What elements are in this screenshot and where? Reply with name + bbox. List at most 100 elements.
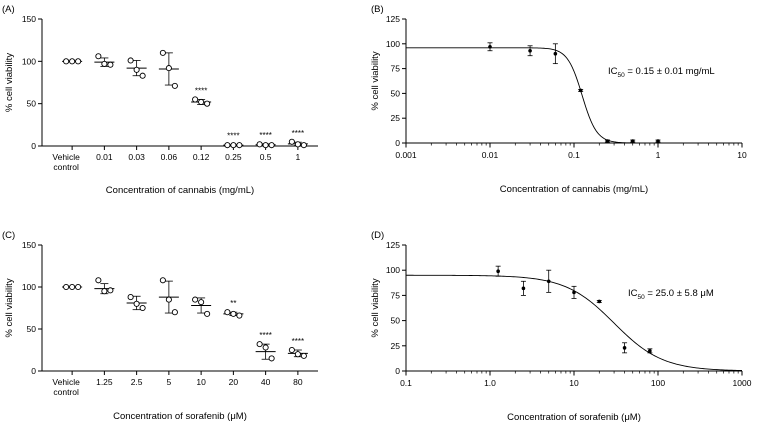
y-tick-label: 50 <box>391 88 401 98</box>
y-tick-label: 125 <box>386 240 400 250</box>
data-point <box>488 44 492 49</box>
data-point <box>294 141 301 148</box>
data-point <box>159 49 166 56</box>
y-tick-label: 50 <box>27 99 37 109</box>
x-tick-label: 1 <box>296 152 301 162</box>
y-tick-label: 25 <box>391 113 401 123</box>
panel-c: (C) 0 50 100 150 % cell viability Vehiclecontr… <box>2 230 318 422</box>
significance-label: **** <box>259 131 271 140</box>
data-point <box>230 142 237 149</box>
data-point <box>101 60 108 67</box>
x-tick-label: 2.5 <box>131 377 143 387</box>
data-point <box>648 349 652 353</box>
data-point <box>204 310 211 317</box>
data-point <box>236 142 243 149</box>
x-tick-label: 10 <box>196 377 206 387</box>
x-axis-title: Concentration of sorafenib (μM) <box>507 412 641 423</box>
data-point <box>159 277 166 284</box>
x-tick-label: 0.5 <box>260 152 272 162</box>
data-point <box>605 139 610 143</box>
data-point <box>521 286 526 291</box>
y-tick-label: 100 <box>22 56 36 66</box>
data-point <box>578 88 583 93</box>
data-point <box>101 288 108 295</box>
data-point <box>95 53 102 60</box>
data-point <box>139 72 146 79</box>
data-point <box>256 341 263 348</box>
data-point <box>95 277 102 284</box>
data-point <box>69 283 76 291</box>
data-point <box>127 294 134 301</box>
y-tick-label: 50 <box>27 324 37 334</box>
panel-label: (C) <box>2 230 15 241</box>
y-tick-label: 75 <box>391 64 401 74</box>
panel-b: (B) 0 25 50 75 100 125 0.001 0.01 0.1 1 10 % cell vi… <box>370 4 747 195</box>
data-point <box>171 82 178 89</box>
significance-label: **** <box>227 132 239 141</box>
x-tick-label: 1.0 <box>484 378 496 388</box>
y-axis-title: % cell viability <box>370 51 381 110</box>
x-axis-title: Concentration of cannabis (mg/mL) <box>500 184 648 195</box>
y-tick-label: 0 <box>395 138 400 148</box>
ic50-annotation: IC50 = 25.0 ± 5.8 μM <box>628 288 714 301</box>
x-tick-label: 0.06 <box>161 152 178 162</box>
data-point <box>75 58 82 65</box>
data-point <box>288 138 295 145</box>
data-point <box>139 304 146 312</box>
ic50-annotation: IC50 = 0.15 ± 0.01 mg/mL <box>608 66 715 79</box>
data-point <box>107 61 114 68</box>
data-point <box>300 142 307 149</box>
x-tick-label: 0.03 <box>128 152 145 162</box>
data-point <box>192 296 199 303</box>
data-point <box>230 310 237 317</box>
data-point <box>198 299 205 306</box>
data-point <box>63 58 70 65</box>
data-point <box>496 269 500 274</box>
x-tick-label: 5 <box>167 377 172 387</box>
y-tick-label: 100 <box>386 39 400 49</box>
x-axis-title: Concentration of sorafenib (μM) <box>113 411 247 422</box>
y-tick-label: 50 <box>391 316 401 326</box>
x-tick-label: 10 <box>737 150 747 160</box>
x-axis-title: Concentration of cannabis (mg/mL) <box>106 185 254 196</box>
data-point <box>630 139 635 143</box>
data-point <box>294 351 301 358</box>
data-point <box>75 283 82 291</box>
x-tick-label: control <box>53 387 79 397</box>
x-tick-label: 1000 <box>733 378 752 388</box>
data-point <box>288 346 295 354</box>
panel-a: (A) 0 50 100 150 % cell viability Vehiclecontr… <box>2 4 318 196</box>
y-tick-label: 25 <box>391 341 401 351</box>
x-tick-label: 1 <box>656 150 661 160</box>
x-tick-label: 0.25 <box>225 152 242 162</box>
y-tick-label: 75 <box>391 290 401 300</box>
panel-label: (D) <box>371 230 384 241</box>
x-tick-label: 0.01 <box>482 150 499 160</box>
significance-label: ** <box>230 299 236 308</box>
x-tick-label: Vehicle <box>52 152 80 162</box>
data-point <box>224 142 231 149</box>
data-point <box>198 98 205 106</box>
x-tick-label: 0.12 <box>193 152 210 162</box>
significance-label: **** <box>292 337 304 346</box>
panel-label: (B) <box>371 4 384 15</box>
data-point <box>300 352 307 359</box>
x-tick-label: 100 <box>651 378 665 388</box>
data-point <box>171 309 178 316</box>
data-point <box>204 100 211 107</box>
data-point <box>553 51 558 56</box>
y-tick-label: 150 <box>22 14 36 24</box>
data-point <box>597 299 602 304</box>
x-tick-label: 80 <box>293 377 303 387</box>
x-tick-label: 40 <box>261 377 271 387</box>
y-tick-label: 100 <box>22 282 36 292</box>
data-point <box>656 139 660 143</box>
x-tick-label: 0.01 <box>96 152 113 162</box>
data-point <box>69 58 76 65</box>
significance-label: **** <box>292 129 304 138</box>
data-point <box>622 346 627 350</box>
data-point <box>63 283 70 291</box>
x-tick-label: 20 <box>229 377 239 387</box>
fit-curve <box>406 47 742 144</box>
y-tick-label: 150 <box>22 240 36 250</box>
